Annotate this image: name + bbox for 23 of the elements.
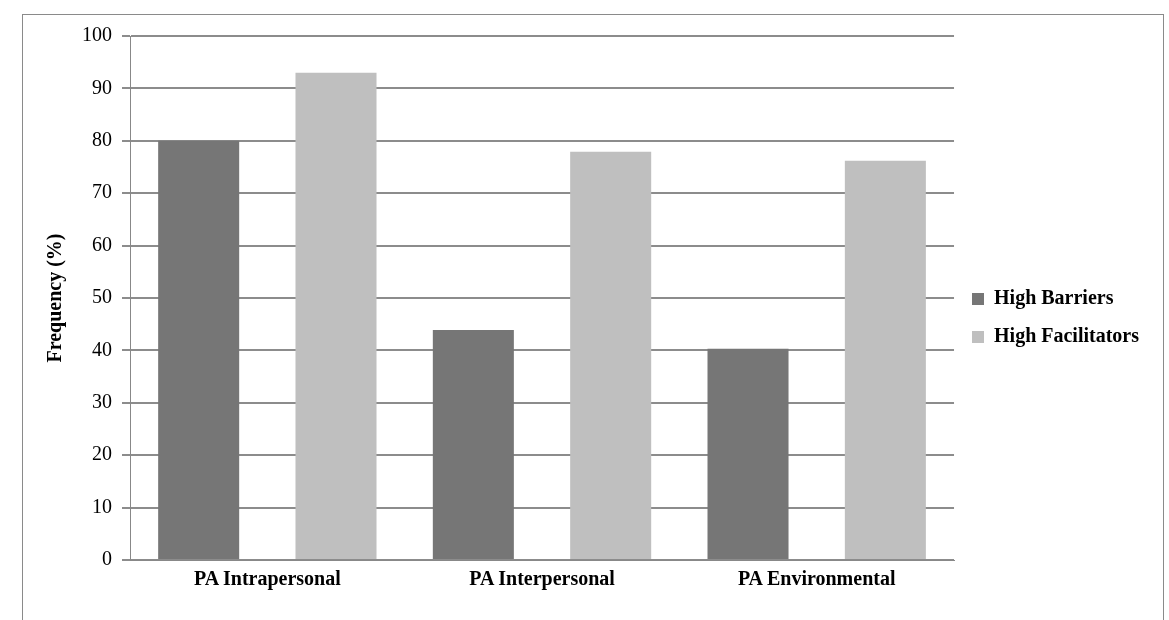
y-tick-label: 90 — [92, 75, 112, 98]
y-tick-label: 40 — [92, 337, 112, 360]
bar — [158, 140, 240, 559]
y-tick-label: 20 — [92, 442, 112, 465]
bar — [844, 160, 926, 559]
y-tick-label: 80 — [92, 128, 112, 151]
y-tick-label: 50 — [92, 285, 112, 308]
bar — [570, 151, 652, 559]
y-tick-label: 100 — [82, 23, 112, 46]
y-axis-title: Frequency (%) — [43, 233, 67, 363]
bar — [295, 72, 377, 559]
y-tick-label: 60 — [92, 232, 112, 255]
y-tick-label: 30 — [92, 390, 112, 413]
x-tick-label: PA Interpersonal — [469, 567, 616, 591]
legend-label: High Barriers — [994, 286, 1114, 310]
x-tick-label: PA Environmental — [737, 567, 896, 590]
y-tick-label: 0 — [102, 547, 112, 570]
legend-label: High Facilitators — [994, 324, 1140, 348]
bar — [432, 329, 514, 559]
y-tick-label: 70 — [92, 180, 112, 203]
y-tick-label: 10 — [92, 494, 112, 517]
bar — [707, 348, 789, 559]
x-tick-label: PA Intrapersonal — [193, 567, 342, 591]
